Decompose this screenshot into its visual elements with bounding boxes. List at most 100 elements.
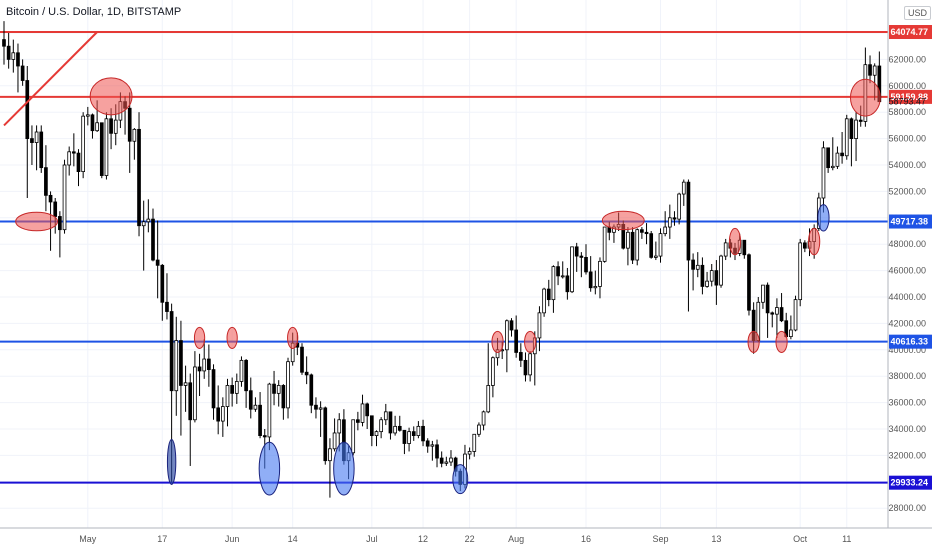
- candle-body-up: [681, 181, 686, 195]
- candle: [835, 146, 840, 169]
- candle-body-up: [374, 431, 379, 437]
- candle: [393, 415, 397, 436]
- candle-body-down: [230, 385, 234, 394]
- candle-body-down: [309, 374, 314, 406]
- candle: [67, 146, 72, 176]
- candle-body-up: [239, 359, 244, 382]
- candle-body-down: [742, 239, 747, 256]
- price-tick-label: 58000.00: [888, 107, 926, 117]
- candle: [141, 200, 146, 271]
- candle-body-up: [146, 218, 151, 223]
- candle-body-down: [747, 254, 751, 311]
- candle: [230, 377, 234, 407]
- price-tick-label: 32000.00: [888, 450, 926, 460]
- candle-body-down: [700, 264, 705, 287]
- candle-body-up: [695, 264, 700, 270]
- candle: [174, 316, 179, 416]
- candle-body-down: [439, 457, 444, 464]
- candle-body-down: [826, 147, 830, 169]
- candle-body-up: [444, 461, 449, 464]
- candle-body-down: [770, 312, 775, 315]
- support-ellipse: [452, 464, 469, 495]
- chart-grid: [0, 0, 888, 528]
- resistance-ellipse: [226, 326, 238, 349]
- candle-body-up: [253, 404, 258, 410]
- candle: [34, 125, 39, 171]
- price-tick-label: 42000.00: [888, 318, 926, 328]
- candle-body-down: [556, 266, 560, 277]
- time-axis[interactable]: May 17 Jun 14 Jul 12 22 Aug 16 Sep 13 Oct 11: [0, 527, 932, 544]
- candle-body-down: [197, 366, 202, 372]
- candle-body-down: [2, 39, 6, 47]
- candle: [85, 106, 90, 126]
- price-tick-label: 48000.00: [888, 239, 926, 249]
- candle: [677, 192, 681, 225]
- candle: [602, 226, 607, 263]
- candle: [207, 344, 211, 387]
- candle-body-up: [225, 385, 230, 407]
- candle: [742, 239, 747, 259]
- candle: [844, 114, 849, 160]
- candle: [365, 402, 370, 429]
- level-price-label: 40616.33: [890, 337, 928, 347]
- candlestick-series: [2, 21, 882, 498]
- horizontal-levels: [0, 31, 888, 484]
- resistance-ellipse: [775, 330, 788, 353]
- candle: [486, 343, 491, 414]
- level-price-tag: [889, 89, 932, 104]
- support-ellipse: [333, 441, 355, 496]
- candle: [849, 117, 854, 167]
- candle: [565, 267, 570, 300]
- trendline: [3, 31, 98, 127]
- candle-body-down: [691, 259, 695, 270]
- candle-body-down: [840, 152, 844, 157]
- candle: [421, 419, 425, 447]
- candle: [793, 295, 798, 332]
- candle: [560, 261, 565, 279]
- candle-body-down: [672, 217, 677, 220]
- candle: [258, 392, 262, 439]
- candle: [25, 66, 30, 198]
- candle-body-down: [514, 329, 519, 353]
- time-tick-label: Jun: [225, 534, 240, 544]
- candle: [132, 128, 137, 160]
- price-axis[interactable]: 28000.0030000.0032000.0034000.0036000.00…: [887, 0, 932, 550]
- candle-body-up: [491, 357, 495, 386]
- resistance-ellipse: [491, 330, 504, 353]
- candle-body-down: [323, 407, 328, 462]
- currency-button[interactable]: USD: [904, 6, 932, 20]
- candle: [467, 447, 472, 460]
- candle-body-down: [211, 369, 216, 409]
- candle: [248, 377, 253, 419]
- candle-body-up: [174, 340, 179, 392]
- candle: [20, 59, 25, 86]
- candle-body-down: [30, 138, 34, 143]
- candle-body-up: [62, 164, 67, 231]
- resistance-ellipse: [747, 330, 760, 353]
- candle: [654, 241, 658, 261]
- candle-body-down: [584, 256, 588, 273]
- candle-body-up: [570, 246, 574, 293]
- price-tick-label: 40000.00: [888, 345, 926, 355]
- candle: [686, 179, 691, 312]
- candle-body-up: [430, 444, 435, 447]
- candle-body-down: [849, 118, 854, 140]
- candle-body-up: [276, 385, 281, 394]
- candle-body-up: [705, 280, 709, 287]
- candle: [435, 439, 439, 468]
- candle: [44, 145, 48, 212]
- candle: [439, 451, 444, 468]
- candle: [225, 378, 230, 427]
- candle-body-up: [467, 451, 472, 455]
- candle: [379, 417, 383, 439]
- candle: [868, 55, 872, 84]
- price-tick-label: 44000.00: [888, 292, 926, 302]
- time-tick-label: 17: [157, 534, 167, 544]
- candle-body-up: [104, 118, 109, 176]
- price-tick-label: 56000.00: [888, 134, 926, 144]
- candle: [360, 394, 365, 427]
- candle: [505, 319, 509, 373]
- candle-body-up: [337, 419, 342, 434]
- candle-body-up: [379, 419, 383, 433]
